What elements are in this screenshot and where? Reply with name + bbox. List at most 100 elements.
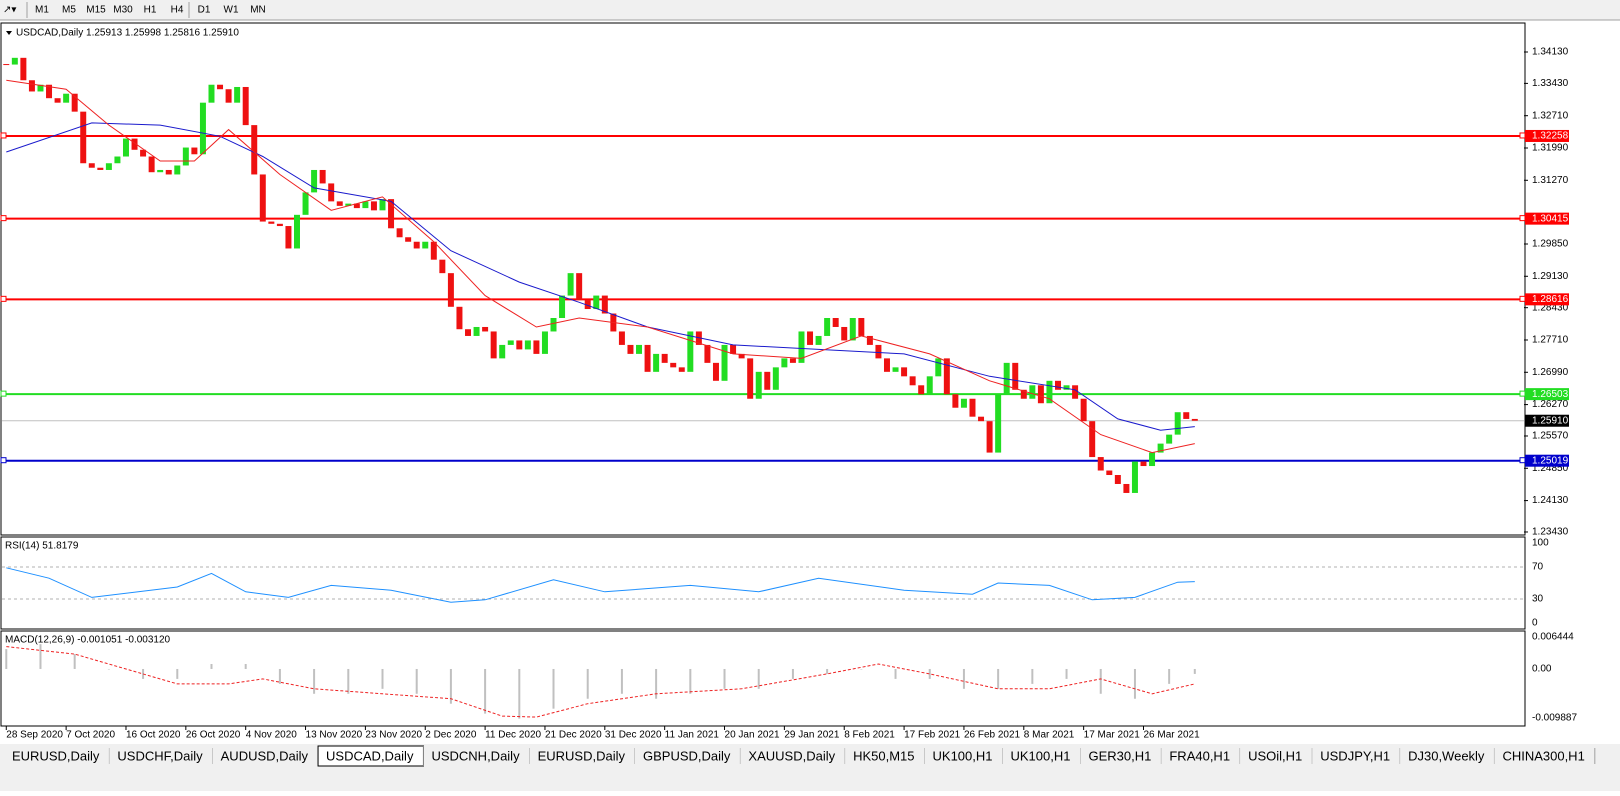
candle [815, 335, 822, 345]
level-tag-label: 1.25019 [1532, 455, 1569, 466]
tab[interactable]: UK100,H1 [933, 748, 993, 763]
tab[interactable]: HK50,M15 [853, 748, 914, 763]
tab[interactable]: EURUSD,Daily [538, 748, 626, 763]
candle [986, 421, 993, 453]
candle [465, 329, 471, 336]
timeframe-button[interactable]: M5 [62, 5, 76, 16]
y-tick-label: 1.26990 [1532, 367, 1569, 378]
level-handle [0, 390, 7, 397]
level-handle [1519, 295, 1526, 302]
tab[interactable]: AUDUSD,Daily [221, 748, 309, 763]
moving-average [6, 79, 1195, 454]
tab[interactable]: GBPUSD,Daily [643, 748, 731, 763]
level-tag [1525, 293, 1569, 306]
macd-bar [1193, 668, 1196, 674]
candle [1029, 385, 1036, 399]
timeframe-button[interactable]: W1 [224, 5, 239, 16]
candle [430, 241, 437, 260]
y-tick-label: 1.33430 [1532, 78, 1569, 89]
tab-bg [423, 746, 530, 766]
level-tag [1525, 212, 1569, 225]
rsi-line [6, 567, 1195, 603]
level-handle [0, 215, 7, 222]
candle [559, 295, 566, 319]
timeframe-button[interactable]: M15 [86, 5, 106, 16]
candle [670, 362, 677, 368]
tab[interactable]: USOil,H1 [1248, 748, 1302, 763]
candle [148, 156, 155, 173]
macd-bar [518, 668, 521, 719]
level-handle [0, 295, 7, 302]
tab[interactable]: EURUSD,Daily [12, 748, 100, 763]
level-handle [0, 457, 7, 464]
tab[interactable]: USDJPY,H1 [1320, 748, 1390, 763]
tab[interactable]: GER30,H1 [1088, 748, 1151, 763]
tab[interactable]: CHINA300,H1 [1502, 748, 1584, 763]
level-tag-label: 1.28616 [1532, 294, 1569, 305]
timeframe-button[interactable]: M30 [113, 5, 133, 16]
candle [1089, 421, 1096, 458]
timeframe-button[interactable]: D1 [198, 5, 211, 16]
x-tick-label: 17 Mar 2021 [1084, 730, 1141, 741]
x-tick-label: 21 Dec 2020 [545, 730, 602, 741]
level-handle [1519, 457, 1526, 464]
candle [336, 201, 343, 206]
candle [362, 201, 369, 209]
candle [276, 223, 283, 227]
timeframe-button[interactable]: H1 [144, 5, 157, 16]
macd-bar [586, 668, 589, 699]
y-tick-label: 1.32710 [1532, 110, 1569, 121]
macd-bar [655, 668, 658, 699]
tab-bg [634, 746, 741, 766]
candle [712, 362, 719, 381]
level-tag [1525, 414, 1569, 427]
rsi-tick-label: 100 [1532, 538, 1549, 549]
candle [71, 93, 78, 112]
macd-panel [0, 630, 1526, 727]
tab[interactable]: USDCAD,Daily [326, 748, 414, 763]
main-panel [0, 22, 1526, 536]
candle [960, 398, 967, 408]
candle [63, 93, 70, 103]
timeframe-button[interactable]: M1 [35, 5, 49, 16]
candle [807, 331, 814, 345]
x-tick-label: 26 Feb 2021 [964, 730, 1021, 741]
tab[interactable]: UK100,H1 [1011, 748, 1071, 763]
candle [234, 86, 241, 103]
tab[interactable]: FRA40,H1 [1169, 748, 1230, 763]
macd-bar [620, 668, 623, 694]
y-tick-label: 1.24850 [1532, 463, 1569, 474]
candle [1123, 483, 1130, 493]
candle [798, 331, 805, 363]
y-tick-label: 1.28430 [1532, 302, 1569, 313]
tab[interactable]: USDCNH,Daily [431, 748, 520, 763]
candle [883, 358, 890, 372]
candle [1157, 443, 1164, 453]
timeframe-button[interactable]: H4 [171, 5, 184, 16]
tab[interactable]: DJ30,Weekly [1408, 748, 1485, 763]
candle [764, 371, 771, 390]
candle [747, 358, 754, 399]
tab-bg [1494, 746, 1595, 766]
candle [601, 295, 608, 314]
x-tick-label: 11 Dec 2020 [485, 730, 541, 741]
candle [721, 344, 728, 381]
candle [413, 241, 420, 249]
x-tick-label: 8 Feb 2021 [844, 730, 895, 741]
x-tick-label: 23 Nov 2020 [365, 730, 422, 741]
candle [97, 167, 104, 170]
timeframe-button[interactable]: MN [250, 5, 266, 16]
macd-bar [757, 668, 760, 689]
toolbar-icon: ↗▾ [3, 5, 16, 16]
candle [824, 318, 831, 336]
candle [772, 367, 779, 390]
tab-bg [212, 746, 319, 766]
candle [935, 358, 942, 377]
candle [259, 174, 266, 222]
rsi-panel [0, 536, 1526, 630]
tab[interactable]: XAUUSD,Daily [748, 748, 835, 763]
candle [191, 147, 198, 155]
level-tag [1525, 454, 1569, 467]
tab[interactable]: USDCHF,Daily [117, 748, 203, 763]
macd-signal [6, 646, 1195, 718]
